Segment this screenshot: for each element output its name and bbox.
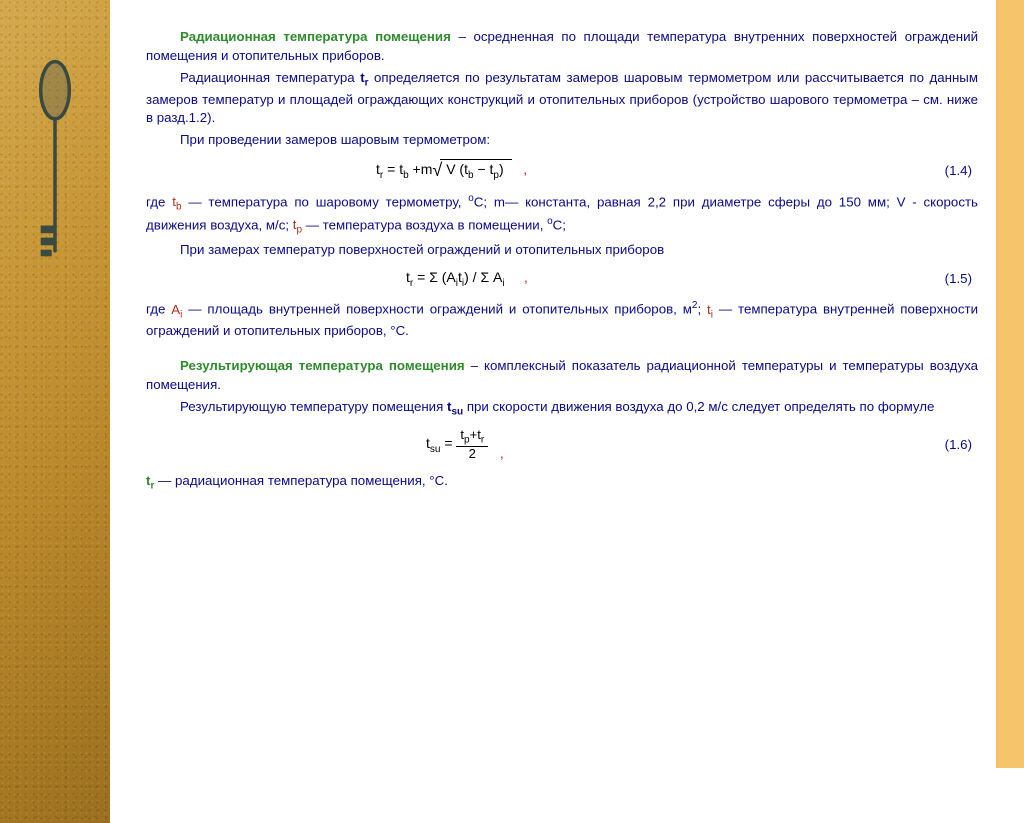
symbol-tr: tr	[360, 70, 368, 85]
para-surfaces: При замерах температур поверхностей огра…	[146, 241, 978, 260]
formula-1-4: tr = tb +m√ V (tb − tp) , (1.4)	[146, 158, 978, 184]
formula-number-1-4: (1.4)	[945, 162, 972, 181]
para-radiation-det: Радиационная температура tr определяется…	[146, 69, 978, 129]
decorative-right-bar	[996, 0, 1024, 768]
formula-1-6: tsu = tp+tr 2 , (1.6)	[146, 428, 978, 464]
definition-radiation-temp: Радиационная температура помещения – оср…	[146, 28, 978, 66]
definition-result-temp: Результирующая температура помещения – к…	[146, 357, 978, 395]
term-radiation-temp: Радиационная температура помещения	[180, 29, 451, 44]
para-ball-thermo: При проведении замеров шаровым термометр…	[146, 131, 978, 150]
txt: Радиационная температура	[180, 70, 360, 85]
para-result-det: Результирующую температуру помещения tsu…	[146, 398, 978, 420]
formula-1-5-body: tr = Σ (Aiti) / Σ Ai ,	[406, 268, 528, 291]
formula-1-5: tr = Σ (Aiti) / Σ Ai , (1.5)	[146, 268, 978, 291]
spacer	[146, 344, 978, 354]
term-result-temp: Результирующая температура помещения	[180, 358, 465, 373]
key-icon	[33, 55, 77, 286]
formula-number-1-5: (1.5)	[945, 270, 972, 289]
formula-1-6-body: tsu = tp+tr 2 ,	[426, 428, 504, 464]
formula-1-4-body: tr = tb +m√ V (tb − tp) ,	[376, 158, 527, 184]
formula-number-1-6: (1.6)	[945, 436, 972, 455]
explain-1-4: где tb — температура по шаровому термоме…	[146, 192, 978, 239]
decorative-sidebar	[0, 0, 110, 823]
explain-1-5: где Ai — площадь внутренней поверхности …	[146, 299, 978, 341]
explain-1-6: tr — радиационная температура помещения,…	[146, 472, 978, 494]
slide-content: Радиационная температура помещения – оср…	[110, 0, 996, 768]
